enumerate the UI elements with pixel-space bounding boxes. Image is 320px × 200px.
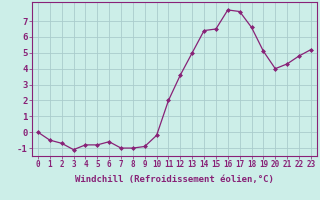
- X-axis label: Windchill (Refroidissement éolien,°C): Windchill (Refroidissement éolien,°C): [75, 175, 274, 184]
